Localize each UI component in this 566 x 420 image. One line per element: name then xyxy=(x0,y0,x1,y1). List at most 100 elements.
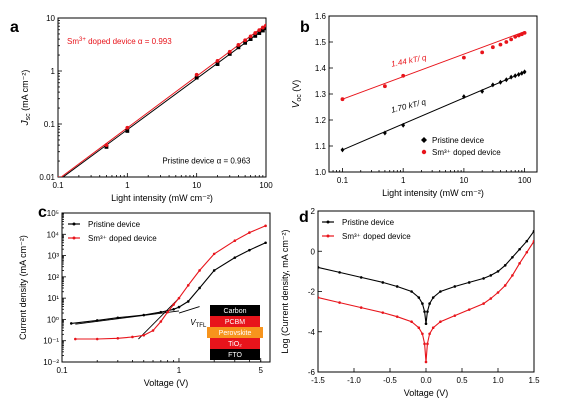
data-point xyxy=(264,224,267,228)
legend-label: Sm³⁺ doped device xyxy=(342,232,411,241)
x-tick-label: 0.1 xyxy=(56,366,68,375)
y-tick-label: 1 xyxy=(51,67,56,76)
data-point xyxy=(172,303,175,306)
data-point xyxy=(496,270,500,273)
y-tick-label: 1.2 xyxy=(315,116,327,125)
series-line xyxy=(318,230,534,324)
y-tick-label: -2 xyxy=(308,288,316,297)
data-point xyxy=(518,247,521,251)
data-point xyxy=(95,337,99,341)
data-point xyxy=(227,49,232,54)
y-tick-label: 2 xyxy=(311,207,316,216)
data-point xyxy=(95,319,99,322)
data-point xyxy=(131,335,134,339)
data-point xyxy=(338,271,341,274)
data-point xyxy=(125,129,130,133)
x-tick-label: 10 xyxy=(192,181,201,190)
y-tick-label: 10³ xyxy=(47,252,59,261)
data-point xyxy=(257,28,262,33)
data-point xyxy=(159,310,163,314)
data-point xyxy=(482,277,485,280)
data-point xyxy=(509,74,514,80)
data-point xyxy=(142,333,146,337)
y-tick-label: -6 xyxy=(308,368,316,377)
data-point xyxy=(318,266,320,269)
legend-marker xyxy=(326,234,330,238)
x-tick-label: 0.1 xyxy=(52,181,64,190)
data-point xyxy=(428,332,431,336)
data-point xyxy=(233,239,237,242)
data-point xyxy=(253,33,258,38)
device-stack: Carbon PCBM Perovskite TiO₂ FTO xyxy=(207,305,263,360)
legend-label: Pristine device xyxy=(342,218,395,227)
x-tick-label: -1.5 xyxy=(311,376,325,385)
y-tick-label: 10 xyxy=(46,14,55,23)
data-point xyxy=(467,281,471,284)
data-point xyxy=(381,281,385,284)
data-point xyxy=(503,284,507,287)
y-tick-label: 0.01 xyxy=(39,173,55,182)
data-point xyxy=(116,336,120,340)
series-line xyxy=(75,225,266,340)
data-point xyxy=(264,241,267,245)
stack-layer xyxy=(210,349,260,360)
data-point xyxy=(359,276,363,279)
legend-marker xyxy=(421,149,427,155)
data-point xyxy=(522,31,527,35)
data-point xyxy=(428,302,431,305)
annotation-label: Sm3+ doped device α = 0.993 xyxy=(67,37,172,46)
series-sm-doped xyxy=(58,23,266,177)
panel-letter: c xyxy=(38,204,47,221)
x-axis-label: Light intensity (mW cm⁻²) xyxy=(382,188,484,198)
plot-frame xyxy=(57,17,267,178)
data-point xyxy=(198,286,201,290)
data-point xyxy=(125,125,130,130)
data-point xyxy=(417,326,421,330)
data-point xyxy=(480,50,485,55)
data-point xyxy=(58,176,60,177)
data-point xyxy=(421,332,424,336)
data-point xyxy=(243,40,248,45)
y-axis-label: Current density (mA cm⁻²) xyxy=(18,235,28,340)
stack-layer-label: TiO₂ xyxy=(228,341,242,348)
stack-layer xyxy=(210,305,260,316)
data-point xyxy=(198,269,201,272)
x-tick-label: 5 xyxy=(259,366,264,375)
y-tick-label: 10⁵ xyxy=(47,209,59,218)
data-point xyxy=(194,75,199,80)
data-point xyxy=(453,314,457,317)
x-tick-label: 100 xyxy=(259,181,273,190)
stack-layer-label: Perovskite xyxy=(219,330,252,337)
data-point xyxy=(498,79,503,85)
y-tick-label: 10² xyxy=(47,273,59,282)
y-tick-label: 1.1 xyxy=(315,142,327,151)
series-sm-doped xyxy=(318,239,534,364)
data-point xyxy=(236,43,241,47)
data-point xyxy=(431,296,435,299)
data-point xyxy=(166,310,169,314)
data-point xyxy=(453,285,457,288)
panel-letter: a xyxy=(10,19,19,36)
data-point xyxy=(532,239,534,243)
data-point xyxy=(417,296,421,299)
x-tick-label: 1.5 xyxy=(528,376,540,385)
data-point xyxy=(489,274,493,277)
fit-line xyxy=(75,310,180,325)
x-axis-label: Voltage (V) xyxy=(404,388,449,398)
data-point xyxy=(233,256,237,259)
data-point xyxy=(159,320,163,323)
data-point xyxy=(264,23,266,28)
x-axis-label: Light intensity (mW cm⁻²) xyxy=(111,193,213,203)
stack-layer-label: PCBM xyxy=(225,319,245,326)
data-point xyxy=(511,255,514,259)
data-point xyxy=(186,284,190,287)
y-tick-label: -4 xyxy=(308,328,316,337)
data-point xyxy=(260,25,265,30)
fit-line xyxy=(138,297,180,340)
data-point xyxy=(439,320,442,323)
legend-marker xyxy=(72,222,76,226)
plot-area xyxy=(58,23,266,177)
data-point xyxy=(410,320,413,323)
data-point xyxy=(359,306,363,309)
